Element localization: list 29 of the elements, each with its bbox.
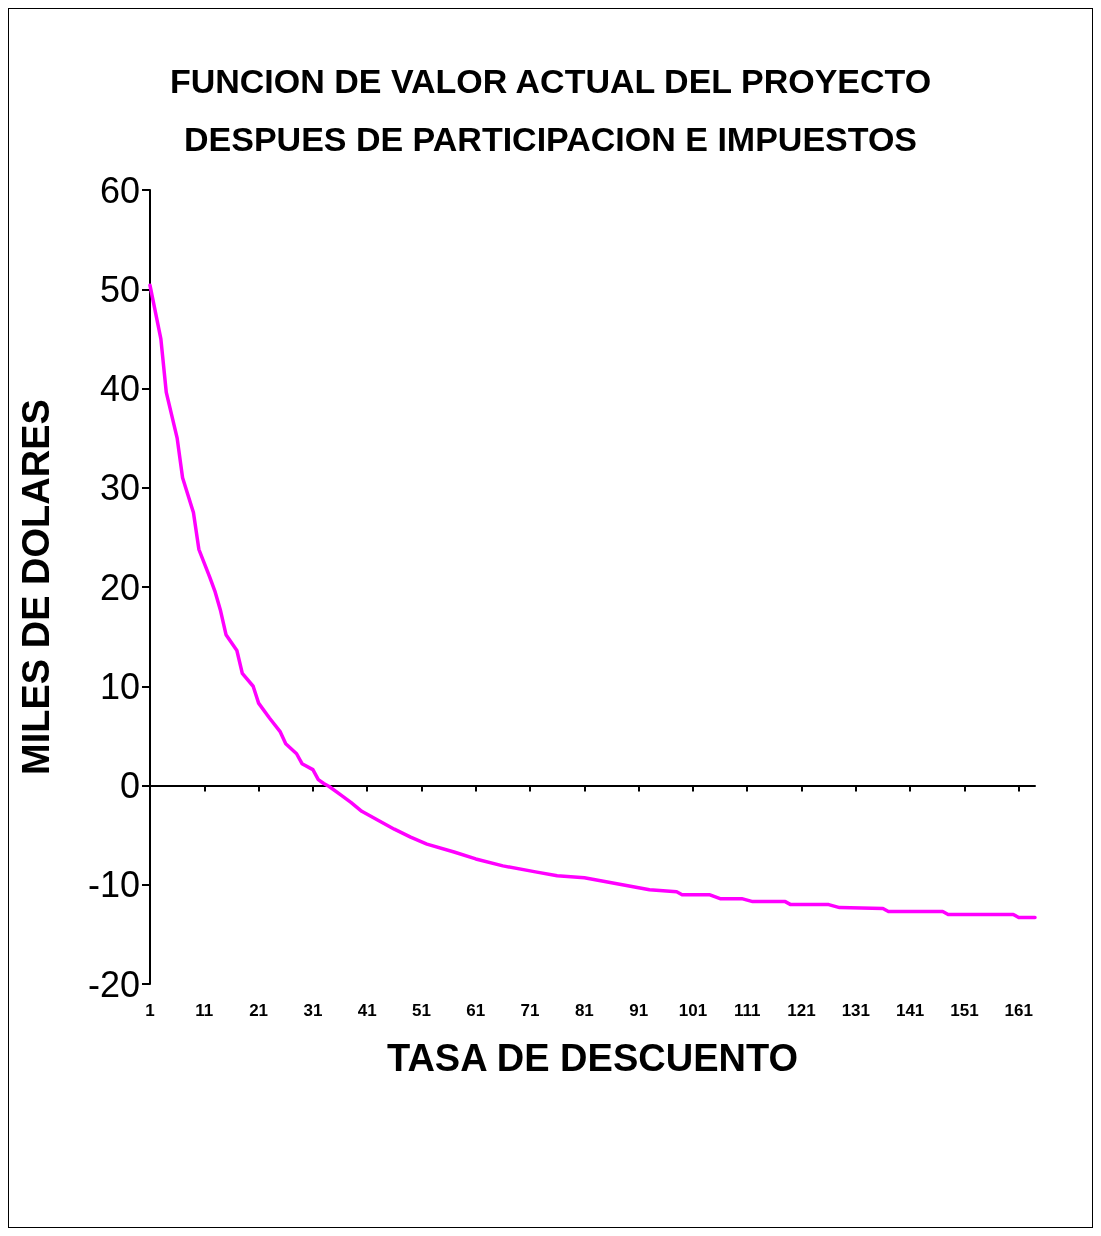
x-tick-label: 21 bbox=[249, 1001, 269, 1020]
x-tick-label: 81 bbox=[574, 1001, 594, 1020]
x-tick-label: 161 bbox=[1004, 1001, 1033, 1020]
y-tick-label: 20 bbox=[99, 566, 140, 608]
y-tick-label: 10 bbox=[99, 665, 140, 707]
y-tick-label: 60 bbox=[99, 169, 140, 211]
x-tick-label: 41 bbox=[357, 1001, 377, 1020]
x-tick-label: 141 bbox=[895, 1001, 925, 1020]
y-tick-label: 30 bbox=[99, 467, 140, 509]
x-tick-label: 31 bbox=[303, 1001, 323, 1020]
x-tick-label: 11 bbox=[195, 1001, 214, 1020]
x-tick-label: 91 bbox=[629, 1001, 649, 1020]
y-tick-label: 50 bbox=[99, 268, 140, 310]
y-tick-label: -20 bbox=[87, 963, 140, 1005]
y-tick-label: 0 bbox=[119, 765, 140, 806]
y-tick-label: 40 bbox=[99, 368, 140, 409]
chart-title: FUNCION DE VALOR ACTUAL DEL PROYECTO DESPUES DE PARTICIPACION E IMPUESTOS bbox=[169, 62, 932, 158]
x-tick-label: 111 bbox=[733, 1001, 761, 1020]
y-axis-title: MILES DE DOLARES bbox=[15, 399, 57, 775]
x-tick-label: 61 bbox=[466, 1001, 486, 1020]
x-axis-title: TASA DE DESCUENTO bbox=[386, 1037, 799, 1079]
x-tick-label: 71 bbox=[520, 1001, 540, 1020]
x-tick-label: 151 bbox=[950, 1001, 979, 1020]
x-tick-label: 1 bbox=[145, 1001, 155, 1020]
x-tick-label: 121 bbox=[787, 1001, 816, 1020]
x-tick-label: 51 bbox=[412, 1001, 431, 1020]
y-tick-label: -10 bbox=[87, 864, 140, 906]
x-tick-label: 131 bbox=[841, 1001, 871, 1020]
x-tick-label: 101 bbox=[678, 1001, 708, 1020]
